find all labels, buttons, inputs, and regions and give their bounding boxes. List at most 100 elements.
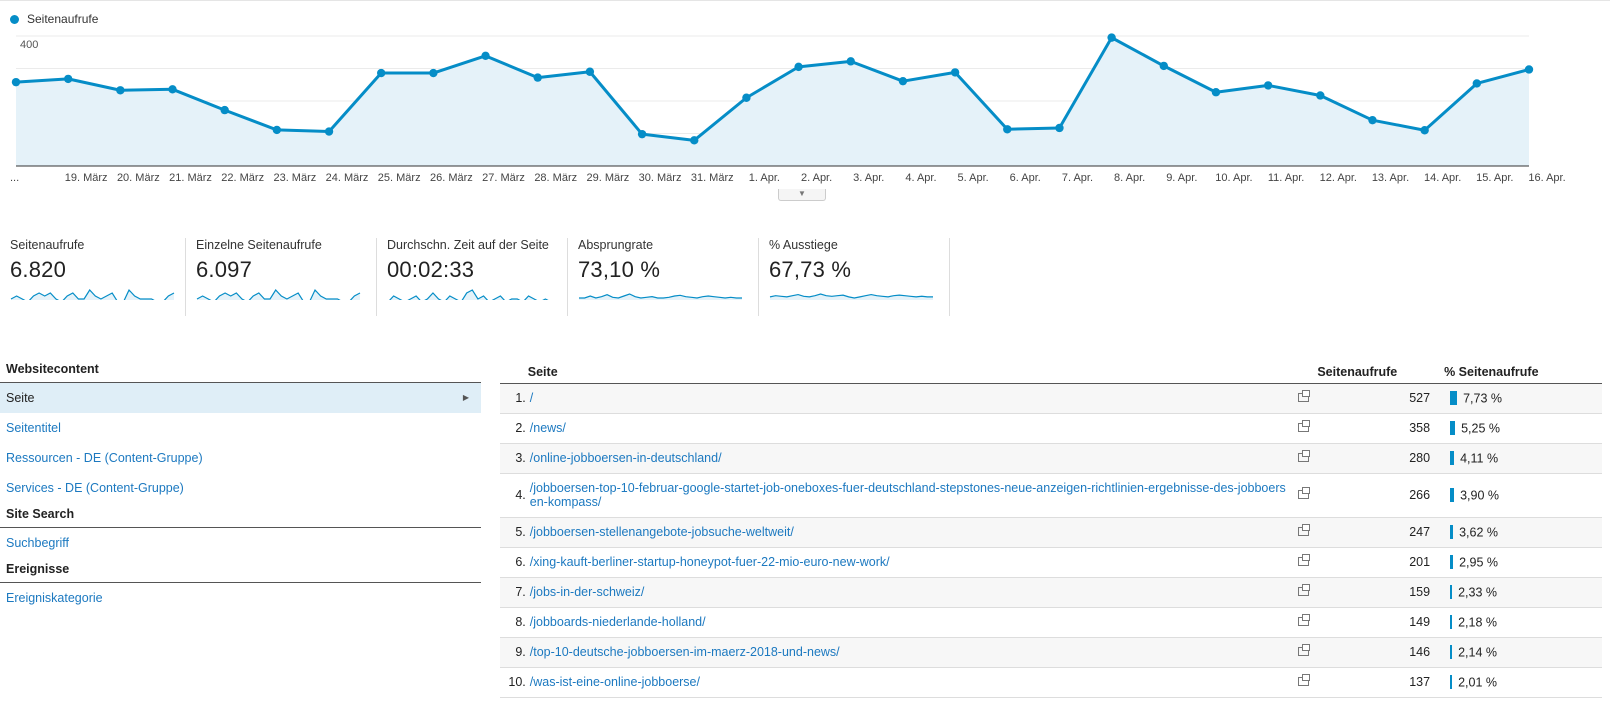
- open-link-cell: [1289, 383, 1318, 414]
- pct-value: 2,18 %: [1458, 615, 1497, 630]
- nav-item[interactable]: Seitentitel: [0, 413, 481, 443]
- scorecard[interactable]: Einzelne Seitenaufrufe 6.097: [186, 238, 377, 316]
- page-cell: /: [527, 383, 1290, 414]
- x-tick-label: 7. Apr.: [1062, 172, 1093, 184]
- page-link[interactable]: /xing-kauft-berliner-startup-honeypot-fu…: [529, 555, 890, 569]
- data-point[interactable]: [1003, 125, 1012, 134]
- data-point[interactable]: [742, 93, 751, 102]
- external-link-icon[interactable]: [1298, 390, 1311, 402]
- page-link[interactable]: /jobs-in-der-schweiz/: [529, 585, 645, 599]
- data-point[interactable]: [1524, 65, 1534, 74]
- x-tick-label: 5. Apr.: [958, 172, 989, 184]
- data-point[interactable]: [690, 136, 699, 145]
- x-tick-label: 26. März: [430, 172, 473, 184]
- data-point[interactable]: [846, 57, 855, 66]
- external-link-icon[interactable]: [1298, 554, 1311, 566]
- chevron-down-icon[interactable]: ▼: [778, 189, 826, 201]
- scorecard-value: 6.820: [10, 257, 67, 282]
- data-point[interactable]: [1159, 61, 1168, 71]
- nav-item[interactable]: Seite ▶: [0, 383, 481, 413]
- x-tick-label: 24. März: [326, 172, 369, 184]
- sparkline-line: [389, 289, 549, 300]
- scorecard[interactable]: Durchschn. Zeit auf der Seite 00:02:33: [377, 238, 568, 316]
- data-point[interactable]: [377, 68, 386, 78]
- external-link-icon[interactable]: [1298, 420, 1311, 432]
- views-cell: 159: [1317, 577, 1445, 608]
- nav-item[interactable]: Suchbegriff: [0, 528, 481, 558]
- page-link[interactable]: /online-jobboersen-in-deutschland/: [529, 451, 722, 465]
- nav-item[interactable]: Ressourcen - DE (Content-Gruppe): [0, 443, 481, 473]
- nav-item[interactable]: Services - DE (Content-Gruppe): [0, 473, 481, 503]
- data-point[interactable]: [1055, 123, 1064, 133]
- nav-item-label: Services - DE (Content-Gruppe): [6, 481, 184, 495]
- sparkline: [196, 288, 361, 300]
- data-point[interactable]: [1107, 33, 1116, 42]
- data-point[interactable]: [324, 127, 334, 136]
- external-link-icon[interactable]: [1298, 644, 1311, 656]
- data-point[interactable]: [481, 51, 490, 61]
- x-tick-label: 25. März: [378, 172, 421, 184]
- external-link-icon[interactable]: [1298, 674, 1311, 686]
- external-link-icon[interactable]: [1298, 614, 1311, 626]
- x-tick-label: 30. März: [639, 172, 682, 184]
- x-tick-label: 4. Apr.: [905, 172, 936, 184]
- views-column-header[interactable]: Seitenaufrufe: [1317, 362, 1445, 384]
- scorecard-label: Seitenaufrufe: [10, 238, 85, 252]
- pct-value: 2,33 %: [1458, 585, 1497, 600]
- data-point[interactable]: [1472, 79, 1482, 88]
- data-point[interactable]: [272, 125, 282, 135]
- open-link-cell: [1289, 547, 1318, 578]
- nav-item[interactable]: Ereigniskategorie: [0, 583, 481, 613]
- open-link-cell: [1289, 637, 1318, 668]
- page-link[interactable]: /was-ist-eine-online-jobboerse/: [529, 675, 700, 689]
- external-link-icon[interactable]: [1298, 524, 1311, 536]
- scorecard-value: 6.097: [196, 257, 253, 282]
- pct-column-header[interactable]: % Seitenaufrufe: [1444, 362, 1602, 384]
- x-tick-label: 19. März: [65, 172, 108, 184]
- data-point[interactable]: [220, 105, 229, 115]
- sparkline: [579, 293, 742, 300]
- page-link[interactable]: /: [529, 391, 534, 405]
- pct-bar: [1450, 451, 1455, 466]
- data-point[interactable]: [637, 129, 647, 139]
- page-link[interactable]: /top-10-deutsche-jobboersen-im-maerz-201…: [529, 645, 840, 659]
- page-link[interactable]: /news/: [529, 421, 566, 435]
- sparkline-area: [579, 294, 742, 300]
- data-point[interactable]: [11, 77, 21, 87]
- data-point[interactable]: [1368, 115, 1377, 125]
- nav-section-heading: Site Search: [0, 507, 481, 528]
- sparkline-area: [197, 290, 360, 300]
- data-point[interactable]: [63, 74, 73, 84]
- data-point[interactable]: [116, 86, 125, 95]
- data-point[interactable]: [950, 68, 960, 77]
- external-link-icon[interactable]: [1298, 584, 1311, 596]
- page-column-header[interactable]: Seite: [527, 362, 1290, 384]
- scorecard[interactable]: % Ausstiege 67,73 %: [759, 238, 950, 316]
- table-row: 10./was-ist-eine-online-jobboerse/137 2,0…: [500, 667, 1602, 698]
- data-point[interactable]: [1316, 91, 1325, 100]
- data-point[interactable]: [1420, 126, 1429, 135]
- page-link[interactable]: /jobboersen-top-10-februar-google-starte…: [529, 481, 1286, 509]
- open-link-cell: [1289, 607, 1318, 638]
- table-row: 1./ 527 7,73 %: [500, 383, 1602, 414]
- data-point[interactable]: [1211, 88, 1221, 97]
- data-point[interactable]: [533, 73, 542, 82]
- data-point[interactable]: [1263, 81, 1273, 90]
- page-link[interactable]: /jobboersen-stellenangebote-jobsuche-wel…: [529, 525, 794, 539]
- data-point[interactable]: [585, 67, 595, 76]
- external-link-icon[interactable]: [1298, 487, 1311, 499]
- scorecard-label: Durchschn. Zeit auf der Seite: [387, 238, 549, 252]
- scorecard[interactable]: Absprungrate 73,10 %: [568, 238, 759, 316]
- external-link-icon[interactable]: [1298, 450, 1311, 462]
- page-link[interactable]: /jobboards-niederlande-holland/: [529, 615, 706, 629]
- data-point[interactable]: [794, 62, 803, 72]
- chart-legend[interactable]: Seitenaufrufe: [10, 12, 98, 26]
- data-point[interactable]: [168, 85, 177, 94]
- data-point[interactable]: [898, 76, 908, 86]
- x-tick-label: 16. Apr.: [1528, 172, 1565, 184]
- data-point[interactable]: [429, 68, 438, 78]
- x-tick-label: 28. März: [534, 172, 577, 184]
- scorecard[interactable]: Seitenaufrufe 6.820: [0, 238, 186, 316]
